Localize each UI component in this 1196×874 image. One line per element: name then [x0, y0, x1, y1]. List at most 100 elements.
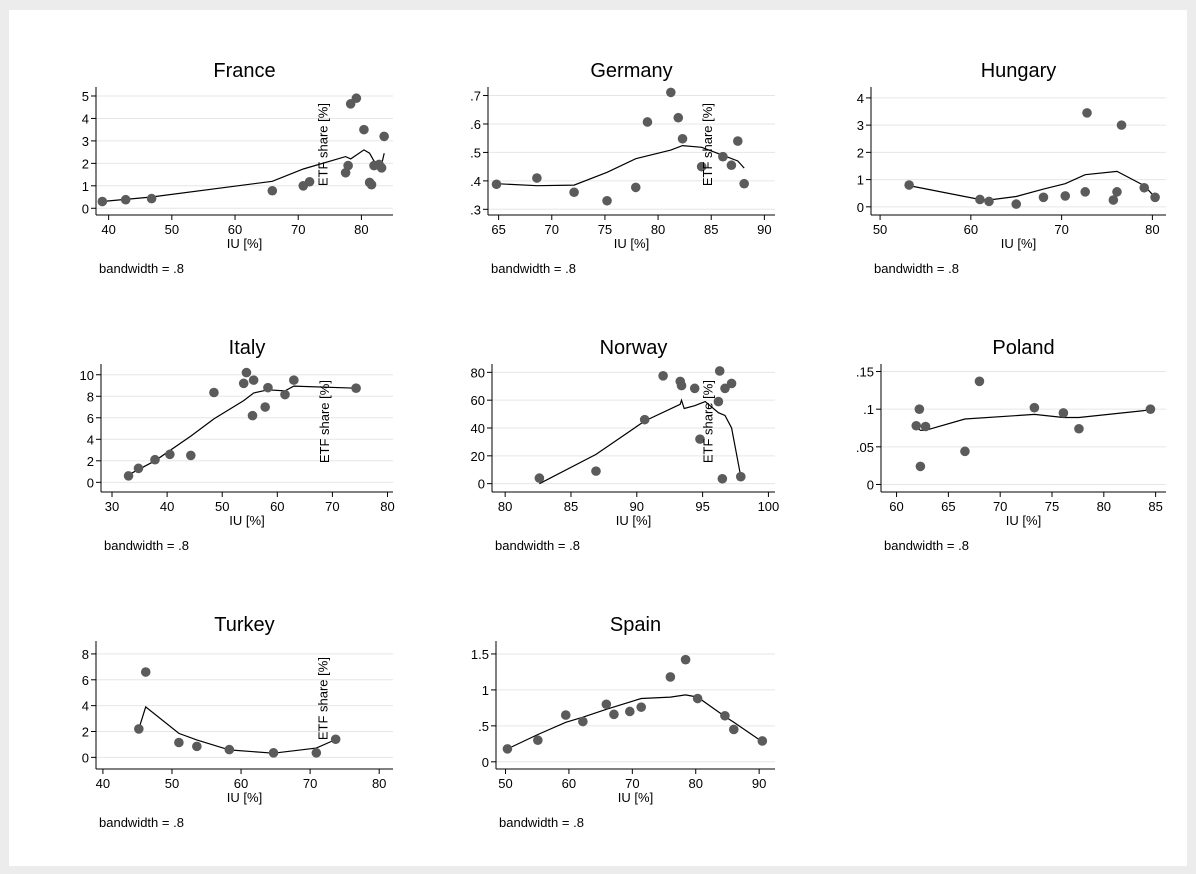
data-point [1150, 192, 1160, 203]
bandwidth-note: bandwidth = .8 [495, 538, 580, 553]
x-tick-label: 85 [1148, 499, 1162, 514]
data-point [692, 693, 703, 704]
lowess-line [539, 398, 742, 485]
data-point [602, 195, 612, 206]
panel-france: 0 1 2 3 4 5 40 50 60 70 80 France IU [%] bandwidth = … [82, 60, 393, 276]
data-point [1080, 187, 1091, 197]
data-point [1038, 192, 1049, 203]
y-axis-label: ETF share [%] [701, 380, 716, 463]
bandwidth-note: bandwidth = .8 [874, 261, 959, 276]
bandwidth-note: bandwidth = .8 [99, 261, 184, 276]
data-point [696, 161, 707, 172]
x-tick-label: 70 [1054, 222, 1068, 237]
panel-title: Germany [590, 60, 672, 82]
y-tick-label: .7 [470, 89, 481, 104]
data-point [120, 194, 131, 205]
y-axis-label: ETF share [%] [316, 103, 331, 186]
x-tick-label: 70 [993, 499, 1007, 514]
data-point [560, 710, 571, 720]
data-point [974, 376, 985, 387]
data-point [676, 380, 687, 391]
x-tick-label: 50 [165, 222, 179, 237]
data-point [735, 471, 746, 482]
data-point [491, 179, 502, 190]
y-tick-label: 6 [87, 411, 94, 426]
x-tick-label: 95 [695, 499, 709, 514]
x-tick-label: 70 [325, 499, 339, 514]
data-point [165, 449, 175, 460]
data-point [304, 176, 315, 187]
x-tick-label: 70 [545, 222, 559, 237]
x-tick-label: 75 [598, 222, 612, 237]
data-point [1145, 404, 1156, 414]
data-point [911, 420, 922, 431]
x-tick-label: 65 [491, 222, 505, 237]
x-axis-label: IU [%] [618, 790, 653, 805]
data-point [502, 744, 513, 754]
lowess-line [507, 694, 763, 750]
lowess-line [915, 409, 1151, 431]
data-point [330, 734, 341, 745]
data-point [224, 744, 235, 755]
x-tick-label: 70 [303, 776, 317, 791]
y-tick-label: 4 [87, 432, 94, 447]
y-axis-label: ETF share [%] [316, 657, 331, 740]
panel-title: Poland [992, 337, 1054, 359]
y-tick-label: 0 [867, 477, 874, 492]
y-tick-label: 8 [82, 647, 89, 662]
x-tick-label: 40 [96, 776, 110, 791]
data-point [97, 196, 108, 207]
y-tick-label: 1 [482, 683, 489, 698]
data-point [720, 710, 730, 721]
x-tick-label: 40 [160, 499, 174, 514]
y-tick-label: 2 [857, 145, 864, 160]
panel-title: Norway [600, 337, 668, 359]
data-point [689, 383, 700, 394]
data-point [247, 410, 258, 421]
data-point [1139, 182, 1150, 193]
data-point [134, 724, 144, 734]
y-tick-label: .3 [470, 202, 481, 217]
data-point [591, 466, 601, 476]
y-tick-label: 0 [87, 475, 94, 490]
data-point [150, 454, 160, 465]
y-axis-label: ETF share [%] [700, 103, 715, 186]
data-point [263, 382, 273, 393]
lowess-line [128, 385, 357, 476]
bandwidth-note: bandwidth = .8 [499, 815, 584, 830]
y-tick-label: .5 [470, 145, 481, 160]
data-point [1029, 402, 1040, 413]
y-tick-label: 0 [478, 477, 485, 492]
data-point [984, 196, 994, 207]
data-point [1011, 199, 1022, 209]
y-tick-label: 4 [857, 91, 864, 106]
data-point [714, 366, 725, 376]
x-tick-label: 100 [758, 499, 780, 514]
x-tick-label: 80 [354, 222, 368, 237]
y-tick-label: 2 [82, 725, 89, 740]
x-tick-label: 90 [752, 776, 766, 791]
data-point [720, 383, 730, 394]
y-tick-label: 1 [82, 179, 89, 194]
data-point [238, 378, 249, 389]
x-tick-label: 50 [873, 222, 887, 237]
y-tick-label: .4 [470, 174, 481, 189]
y-tick-label: 10 [80, 368, 94, 383]
data-point [636, 702, 647, 712]
data-point [140, 667, 151, 677]
x-tick-label: 70 [291, 222, 305, 237]
data-point [920, 421, 931, 432]
x-tick-label: 80 [380, 499, 394, 514]
data-point [532, 173, 542, 183]
data-point [680, 654, 691, 665]
y-tick-label: 2 [87, 454, 94, 469]
data-point [123, 471, 134, 481]
y-tick-label: 0 [82, 201, 89, 216]
x-axis-label: IU [%] [614, 236, 649, 251]
x-tick-label: 60 [562, 776, 576, 791]
data-point [209, 387, 219, 398]
x-tick-label: 60 [270, 499, 284, 514]
data-point [915, 461, 926, 472]
data-point [186, 450, 196, 461]
